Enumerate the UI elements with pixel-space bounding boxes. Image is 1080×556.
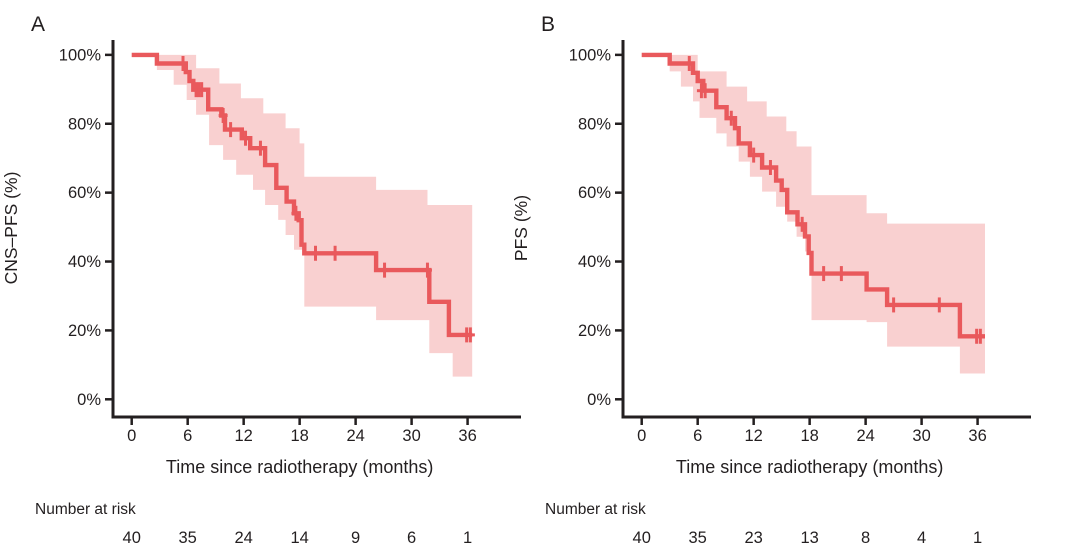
x-axis-title: Time since radiotherapy (months) [676,457,943,477]
confidence-band [156,54,473,377]
risk-count: 4 [917,529,926,547]
x-tick-label: 12 [744,427,762,445]
x-tick-label: 36 [458,427,476,445]
y-tick-label: 80% [68,115,101,133]
panel-label: A [31,13,45,36]
risk-count: 8 [861,529,870,547]
risk-count: 1 [973,529,982,547]
km-curve [131,52,473,338]
risk-count: 23 [744,529,762,547]
x-tick-label: 24 [856,427,874,445]
censor-marks [684,55,985,344]
panel-label: B [541,13,555,36]
confidence-band [669,54,985,374]
x-tick-label: 6 [693,427,702,445]
y-tick-label: 0% [77,391,101,409]
y-tick-label: 80% [578,115,611,133]
y-tick-label: 100% [569,46,612,64]
x-axis-title: Time since radiotherapy (months) [166,457,433,477]
y-tick-label: 100% [59,46,102,64]
risk-count: 40 [633,529,651,547]
x-tick-label: 18 [290,427,308,445]
x-tick-label: 30 [912,427,930,445]
x-tick-label: 30 [402,427,420,445]
y-tick-label: 0% [587,391,611,409]
y-tick-label: 60% [68,184,101,202]
x-tick-label: 24 [346,427,364,445]
x-tick-label: 12 [234,427,252,445]
x-tick-label: 0 [637,427,646,445]
panel-A: 0 6 12 18 24 30 36 0% 20% 40% 60% 80% 100% A CNS–PFS (… [1,13,521,547]
y-tick-label: 20% [578,322,611,340]
x-tick-label: 36 [968,427,986,445]
x-tick-label: 0 [127,427,136,445]
risk-table-label: Number at risk [545,501,646,518]
y-axis-title: PFS (%) [511,195,531,261]
risk-count: 35 [689,529,707,547]
risk-table-label: Number at risk [35,501,136,518]
risk-count: 14 [290,529,308,547]
y-axis-title: CNS–PFS (%) [1,172,21,285]
y-tick-label: 20% [68,322,101,340]
x-tick-label: 6 [183,427,192,445]
y-tick-label: 60% [578,184,611,202]
risk-count: 9 [351,529,360,547]
risk-count: 6 [407,529,416,547]
y-tick-label: 40% [578,253,611,271]
risk-count: 13 [800,529,818,547]
risk-count: 24 [234,529,252,547]
risk-count: 40 [123,529,141,547]
censor-marks [178,55,475,343]
risk-count: 35 [179,529,197,547]
x-tick-label: 18 [800,427,818,445]
y-tick-label: 40% [68,253,101,271]
risk-count: 1 [463,529,472,547]
